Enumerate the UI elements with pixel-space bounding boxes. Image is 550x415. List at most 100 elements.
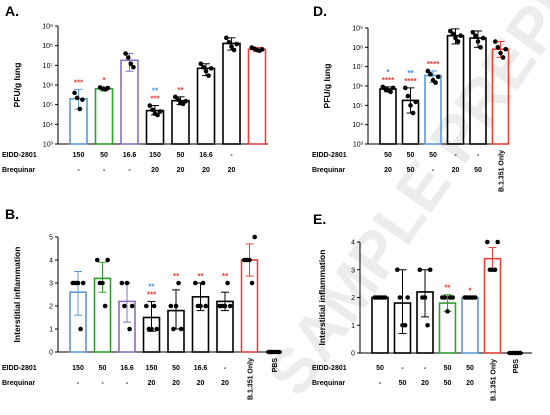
panel-a: A. PFU/g lung 10³ 10⁴ 10⁵ 10⁶ 10⁷ 10⁸ 10⁹ EIDD-28… (2, 3, 268, 174)
y-tick-label: 10³ (43, 142, 54, 149)
y-tick-label: 10³ (353, 142, 364, 149)
y-tick-label: 10⁹ (42, 24, 53, 31)
data-point (500, 55, 506, 60)
condition-value: 16.6 (194, 365, 208, 372)
data-point (455, 39, 461, 44)
row-label-eidd: EIDD-2801 (312, 365, 347, 372)
significance-marker: ** (407, 69, 414, 78)
data-point (144, 303, 149, 309)
condition-value: 50 (474, 167, 482, 174)
data-point (95, 257, 100, 263)
data-point (225, 280, 230, 286)
bar (461, 296, 479, 354)
condition-value: - (126, 380, 129, 387)
condition-value: - (477, 152, 480, 159)
y-tick-label: 2 (49, 304, 53, 311)
bar (491, 48, 510, 145)
data-point (127, 326, 132, 332)
data-point (193, 280, 198, 286)
row-label-brequinar: Brequinar (2, 380, 35, 387)
data-point (147, 103, 153, 108)
condition-value: 50 (444, 365, 452, 372)
condition-value: 150 (149, 152, 161, 159)
condition-value: 50 (429, 152, 437, 159)
significance-marker: * (102, 76, 106, 85)
data-point (200, 280, 206, 286)
data-point (229, 44, 234, 49)
data-point (485, 239, 490, 245)
data-point (388, 89, 393, 95)
panel-label: D. (313, 3, 327, 19)
data-point (176, 280, 181, 286)
row-label-eidd: EIDD-2801 (312, 152, 347, 159)
bar (222, 42, 241, 145)
data-point (123, 51, 128, 56)
data-point (150, 107, 155, 113)
data-point (183, 98, 188, 104)
condition-value: 150 (73, 152, 85, 159)
condition-value: - (401, 365, 404, 372)
y-axis-label: PFU/g lung (322, 64, 332, 109)
data-point (450, 295, 456, 300)
y-axis-label: Interstitial inflammation (12, 247, 22, 343)
panel-label: B. (5, 206, 19, 222)
data-point (173, 303, 179, 309)
significance-marker: ** (148, 282, 155, 291)
condition-value: 50 (177, 152, 185, 159)
condition-value: 50 (384, 152, 392, 159)
y-tick-label: 10⁶ (42, 83, 53, 90)
data-point (105, 257, 110, 263)
data-point (234, 41, 239, 47)
data-point (203, 303, 208, 309)
condition-value: 20 (202, 167, 210, 174)
data-point (259, 47, 265, 52)
condition-value: 20 (384, 167, 392, 174)
data-point (445, 309, 450, 314)
data-point (442, 295, 448, 300)
data-point (77, 106, 83, 112)
condition-value: 20 (228, 167, 236, 174)
condition-value: - (424, 365, 427, 372)
data-point (403, 85, 408, 91)
data-point (428, 72, 433, 77)
data-point (105, 85, 111, 91)
condition-value: 20 (421, 380, 429, 387)
bar (469, 37, 487, 145)
panel-d: D. PFU/g lung 10³ 10⁴ 10⁵ 10⁶ 10⁷ 10⁸ 10⁹ EIDD-28… (312, 3, 510, 192)
y-tick-label: 1 (49, 327, 53, 334)
condition-value: 50 (376, 365, 384, 372)
condition-value: 20 (197, 380, 205, 387)
condition-value: 16.6 (120, 365, 134, 372)
data-point (475, 39, 481, 44)
data-point (222, 303, 228, 309)
y-tick-label: 10⁷ (43, 63, 54, 70)
condition-value: 20 (466, 380, 474, 387)
y-tick-label: 4 (49, 258, 53, 265)
y-tick-label: 10⁵ (352, 103, 363, 110)
bar (379, 88, 397, 145)
x-group-label: B.1.351 Only (491, 359, 498, 401)
bar (196, 67, 216, 145)
y-tick-label: 0 (49, 350, 53, 357)
data-point (458, 33, 464, 38)
data-point (75, 280, 81, 286)
data-point (382, 295, 388, 300)
data-point (425, 322, 430, 328)
y-tick-label: 2 (351, 295, 355, 302)
condition-value: - (379, 380, 382, 387)
row-label-brequinar: Brequinar (2, 167, 35, 174)
data-point (131, 64, 136, 70)
data-point (252, 234, 257, 240)
data-point (203, 68, 209, 74)
bar (483, 257, 502, 354)
data-point (402, 322, 408, 328)
bar (120, 59, 139, 145)
significance-marker: *** (74, 78, 84, 87)
x-group-label: B.1.351 Only (248, 358, 255, 400)
data-point (74, 95, 80, 101)
data-point (480, 35, 486, 41)
y-tick-label: 3 (351, 267, 355, 274)
condition-value: 20 (172, 380, 180, 387)
significance-marker: ** (177, 86, 184, 95)
data-point (171, 326, 176, 332)
